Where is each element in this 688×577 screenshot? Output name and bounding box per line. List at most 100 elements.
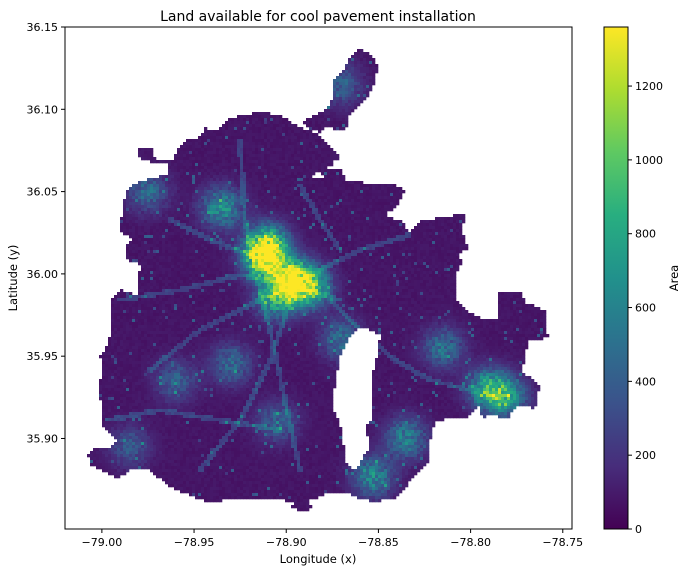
heatmap-cell — [279, 214, 283, 218]
heatmap-cell — [381, 205, 385, 209]
heatmap-cell — [174, 283, 178, 287]
heatmap-cell — [171, 286, 175, 290]
heatmap-cell — [297, 286, 301, 290]
heatmap-cell — [123, 217, 127, 221]
heatmap-cell — [180, 268, 184, 272]
heatmap-cell — [168, 193, 172, 197]
heatmap-cell — [168, 211, 172, 215]
heatmap-cell — [222, 193, 226, 197]
heatmap-cell — [333, 208, 337, 212]
heatmap-cell — [279, 286, 283, 290]
heatmap-cell — [294, 130, 298, 134]
heatmap-cell — [444, 238, 448, 242]
heatmap-cell — [441, 232, 445, 236]
heatmap-cell — [276, 211, 280, 215]
heatmap-cell — [405, 283, 409, 287]
heatmap-cell — [180, 172, 184, 176]
heatmap-cell — [222, 151, 226, 155]
heatmap-cell — [309, 247, 313, 251]
heatmap-cell — [309, 286, 313, 290]
heatmap-cell — [360, 61, 364, 65]
heatmap-cell — [357, 223, 361, 227]
heatmap-cell — [159, 202, 163, 206]
heatmap-cell — [228, 241, 232, 245]
heatmap-cell — [432, 232, 436, 236]
heatmap-cell — [249, 274, 253, 278]
heatmap-cell — [300, 148, 304, 152]
heatmap-cell — [372, 190, 376, 194]
heatmap-cell — [315, 151, 319, 155]
heatmap-cell — [282, 277, 286, 281]
heatmap-cell — [219, 205, 223, 209]
heatmap-cell — [165, 268, 169, 272]
heatmap-cell — [420, 232, 424, 236]
heatmap-cell — [363, 256, 367, 260]
heatmap-cell — [243, 178, 247, 182]
heatmap-cell — [450, 271, 454, 275]
heatmap-cell — [276, 130, 280, 134]
heatmap-cell — [405, 274, 409, 278]
heatmap-cell — [300, 232, 304, 236]
heatmap-cell — [294, 217, 298, 221]
heatmap-cell — [195, 208, 199, 212]
heatmap-cell — [339, 181, 343, 185]
heatmap-cell — [243, 262, 247, 266]
heatmap-cell — [138, 259, 142, 263]
heatmap-cell — [399, 187, 403, 191]
heatmap-cell — [204, 193, 208, 197]
heatmap-cell — [330, 181, 334, 185]
heatmap-cell — [369, 241, 373, 245]
heatmap-cell — [255, 172, 259, 176]
heatmap-cell — [237, 160, 241, 164]
heatmap-cell — [333, 214, 337, 218]
heatmap-cell — [153, 232, 157, 236]
heatmap-cell — [381, 277, 385, 281]
heatmap-cell — [210, 286, 214, 290]
heatmap-cell — [312, 151, 316, 155]
heatmap-cell — [261, 235, 265, 239]
heatmap-cell — [324, 226, 328, 230]
heatmap-cell — [291, 190, 295, 194]
heatmap-cell — [168, 268, 172, 272]
heatmap-cell — [360, 196, 364, 200]
heatmap-cell — [279, 223, 283, 227]
heatmap-cell — [264, 235, 268, 239]
heatmap-cell — [447, 241, 451, 245]
heatmap-cell — [165, 247, 169, 251]
heatmap-cell — [138, 256, 142, 260]
heatmap-cell — [255, 265, 259, 269]
heatmap-cell — [165, 199, 169, 203]
heatmap-cell — [384, 268, 388, 272]
heatmap-cell — [327, 115, 331, 119]
heatmap-cell — [309, 211, 313, 215]
heatmap-cell — [183, 259, 187, 263]
heatmap-cell — [303, 142, 307, 146]
heatmap-cell — [372, 238, 376, 242]
heatmap-cell — [339, 94, 343, 98]
heatmap-cell — [357, 49, 361, 53]
heatmap-cell — [264, 283, 268, 287]
heatmap-cell — [153, 160, 157, 164]
heatmap-cell — [195, 148, 199, 152]
heatmap-cell — [345, 205, 349, 209]
heatmap-cell — [204, 232, 208, 236]
heatmap-cell — [201, 223, 205, 227]
heatmap-cell — [261, 229, 265, 233]
heatmap-cell — [171, 199, 175, 203]
heatmap-cell — [327, 202, 331, 206]
heatmap-cell — [186, 241, 190, 245]
heatmap-cell — [210, 244, 214, 248]
heatmap-cell — [423, 235, 427, 239]
heatmap-cell — [291, 256, 295, 260]
heatmap-cell — [303, 184, 307, 188]
heatmap-cell — [408, 232, 412, 236]
heatmap-cell — [345, 88, 349, 92]
heatmap-cell — [366, 88, 370, 92]
heatmap-cell — [408, 253, 412, 257]
heatmap-cell — [180, 253, 184, 257]
heatmap-cell — [210, 169, 214, 173]
heatmap-cell — [288, 163, 292, 167]
heatmap-cell — [312, 172, 316, 176]
heatmap-cell — [156, 250, 160, 254]
heatmap-cell — [312, 229, 316, 233]
